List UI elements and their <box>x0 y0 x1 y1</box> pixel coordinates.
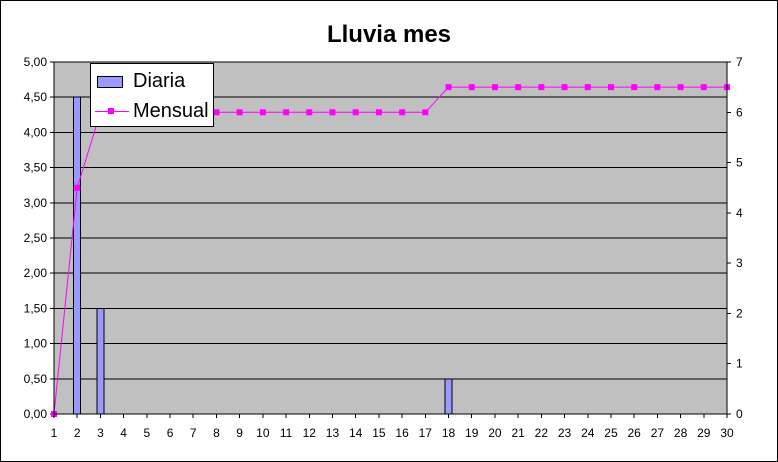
x-tick-label: 17 <box>419 426 433 440</box>
bar <box>73 96 82 415</box>
y-tick-label: 0,50 <box>24 372 48 386</box>
line-point <box>538 84 545 91</box>
line-point <box>584 84 591 91</box>
y2-tick-label: 6 <box>736 105 743 119</box>
x-tick-label: 23 <box>558 426 572 440</box>
x-tick-label: 20 <box>488 426 502 440</box>
x-tick-label: 28 <box>674 426 688 440</box>
x-tick-label: 8 <box>213 426 220 440</box>
line-point <box>468 84 475 91</box>
line-point <box>631 84 638 91</box>
line-point <box>445 84 452 91</box>
y2-tick-label: 2 <box>736 306 743 320</box>
line-point <box>259 109 266 116</box>
x-tick-label: 21 <box>511 426 525 440</box>
x-tick-label: 22 <box>535 426 549 440</box>
x-tick-label: 18 <box>442 426 456 440</box>
y-tick-label: 1,50 <box>24 301 48 315</box>
x-tick-label: 29 <box>697 426 711 440</box>
line-point <box>422 109 429 116</box>
x-tick-label: 6 <box>167 426 174 440</box>
y2-tick-label: 5 <box>736 156 743 170</box>
line-point <box>491 84 498 91</box>
line-point <box>236 109 243 116</box>
legend: Diaria Mensual <box>90 63 214 127</box>
line-point <box>561 84 568 91</box>
line-point <box>306 109 313 116</box>
x-tick-label: 10 <box>256 426 270 440</box>
x-tick-label: 2 <box>74 426 81 440</box>
line-point <box>213 109 220 116</box>
legend-item-diaria: Diaria <box>91 68 213 94</box>
x-tick-label: 13 <box>326 426 340 440</box>
bar <box>444 378 453 415</box>
y2-tick-label: 4 <box>736 206 743 220</box>
x-tick-label: 7 <box>190 426 197 440</box>
legend-swatch-marker-mensual <box>108 108 114 114</box>
x-tick-label: 1 <box>51 426 58 440</box>
x-tick-label: 3 <box>97 426 104 440</box>
line-point <box>375 109 382 116</box>
line-point <box>74 184 81 191</box>
legend-swatch-diaria <box>97 76 123 88</box>
x-tick-label: 26 <box>627 426 641 440</box>
line-point <box>515 84 522 91</box>
y-tick-label: 4,00 <box>24 125 48 139</box>
bar <box>96 307 105 415</box>
line-point <box>700 84 707 91</box>
x-tick-label: 19 <box>465 426 479 440</box>
y2-tick-label: 7 <box>736 55 743 69</box>
legend-item-mensual: Mensual <box>91 98 213 124</box>
x-tick-label: 27 <box>651 426 665 440</box>
x-tick-label: 14 <box>349 426 363 440</box>
x-tick-label: 16 <box>395 426 409 440</box>
line-point <box>677 84 684 91</box>
y-tick-label: 2,50 <box>24 231 48 245</box>
x-tick-label: 12 <box>303 426 317 440</box>
y2-tick-label: 1 <box>736 357 743 371</box>
x-tick-label: 11 <box>280 426 293 440</box>
y-tick-label: 3,00 <box>24 196 48 210</box>
x-tick-label: 30 <box>720 426 734 440</box>
y-tick-label: 3,50 <box>24 161 48 175</box>
y-tick-label: 1,00 <box>24 337 48 351</box>
legend-label-diaria: Diaria <box>133 70 186 92</box>
y2-tick-label: 0 <box>736 407 743 421</box>
y-tick-label: 4,50 <box>24 90 48 104</box>
line-point <box>607 84 614 91</box>
x-tick-label: 24 <box>581 426 595 440</box>
x-tick-label: 9 <box>236 426 243 440</box>
line-point <box>399 109 406 116</box>
x-tick-label: 5 <box>143 426 150 440</box>
x-tick-label: 4 <box>120 426 127 440</box>
line-point <box>654 84 661 91</box>
line-point <box>283 109 290 116</box>
line-point <box>352 109 359 116</box>
legend-label-mensual: Mensual <box>133 100 209 122</box>
y2-tick-label: 3 <box>736 256 743 270</box>
y-tick-label: 5,00 <box>24 55 48 69</box>
line-point <box>329 109 336 116</box>
chart-title: Lluvia mes <box>326 21 452 48</box>
x-tick-label: 15 <box>372 426 386 440</box>
y-tick-label: 2,00 <box>24 266 48 280</box>
y-tick-label: 0,00 <box>24 407 48 421</box>
x-tick-label: 25 <box>604 426 618 440</box>
